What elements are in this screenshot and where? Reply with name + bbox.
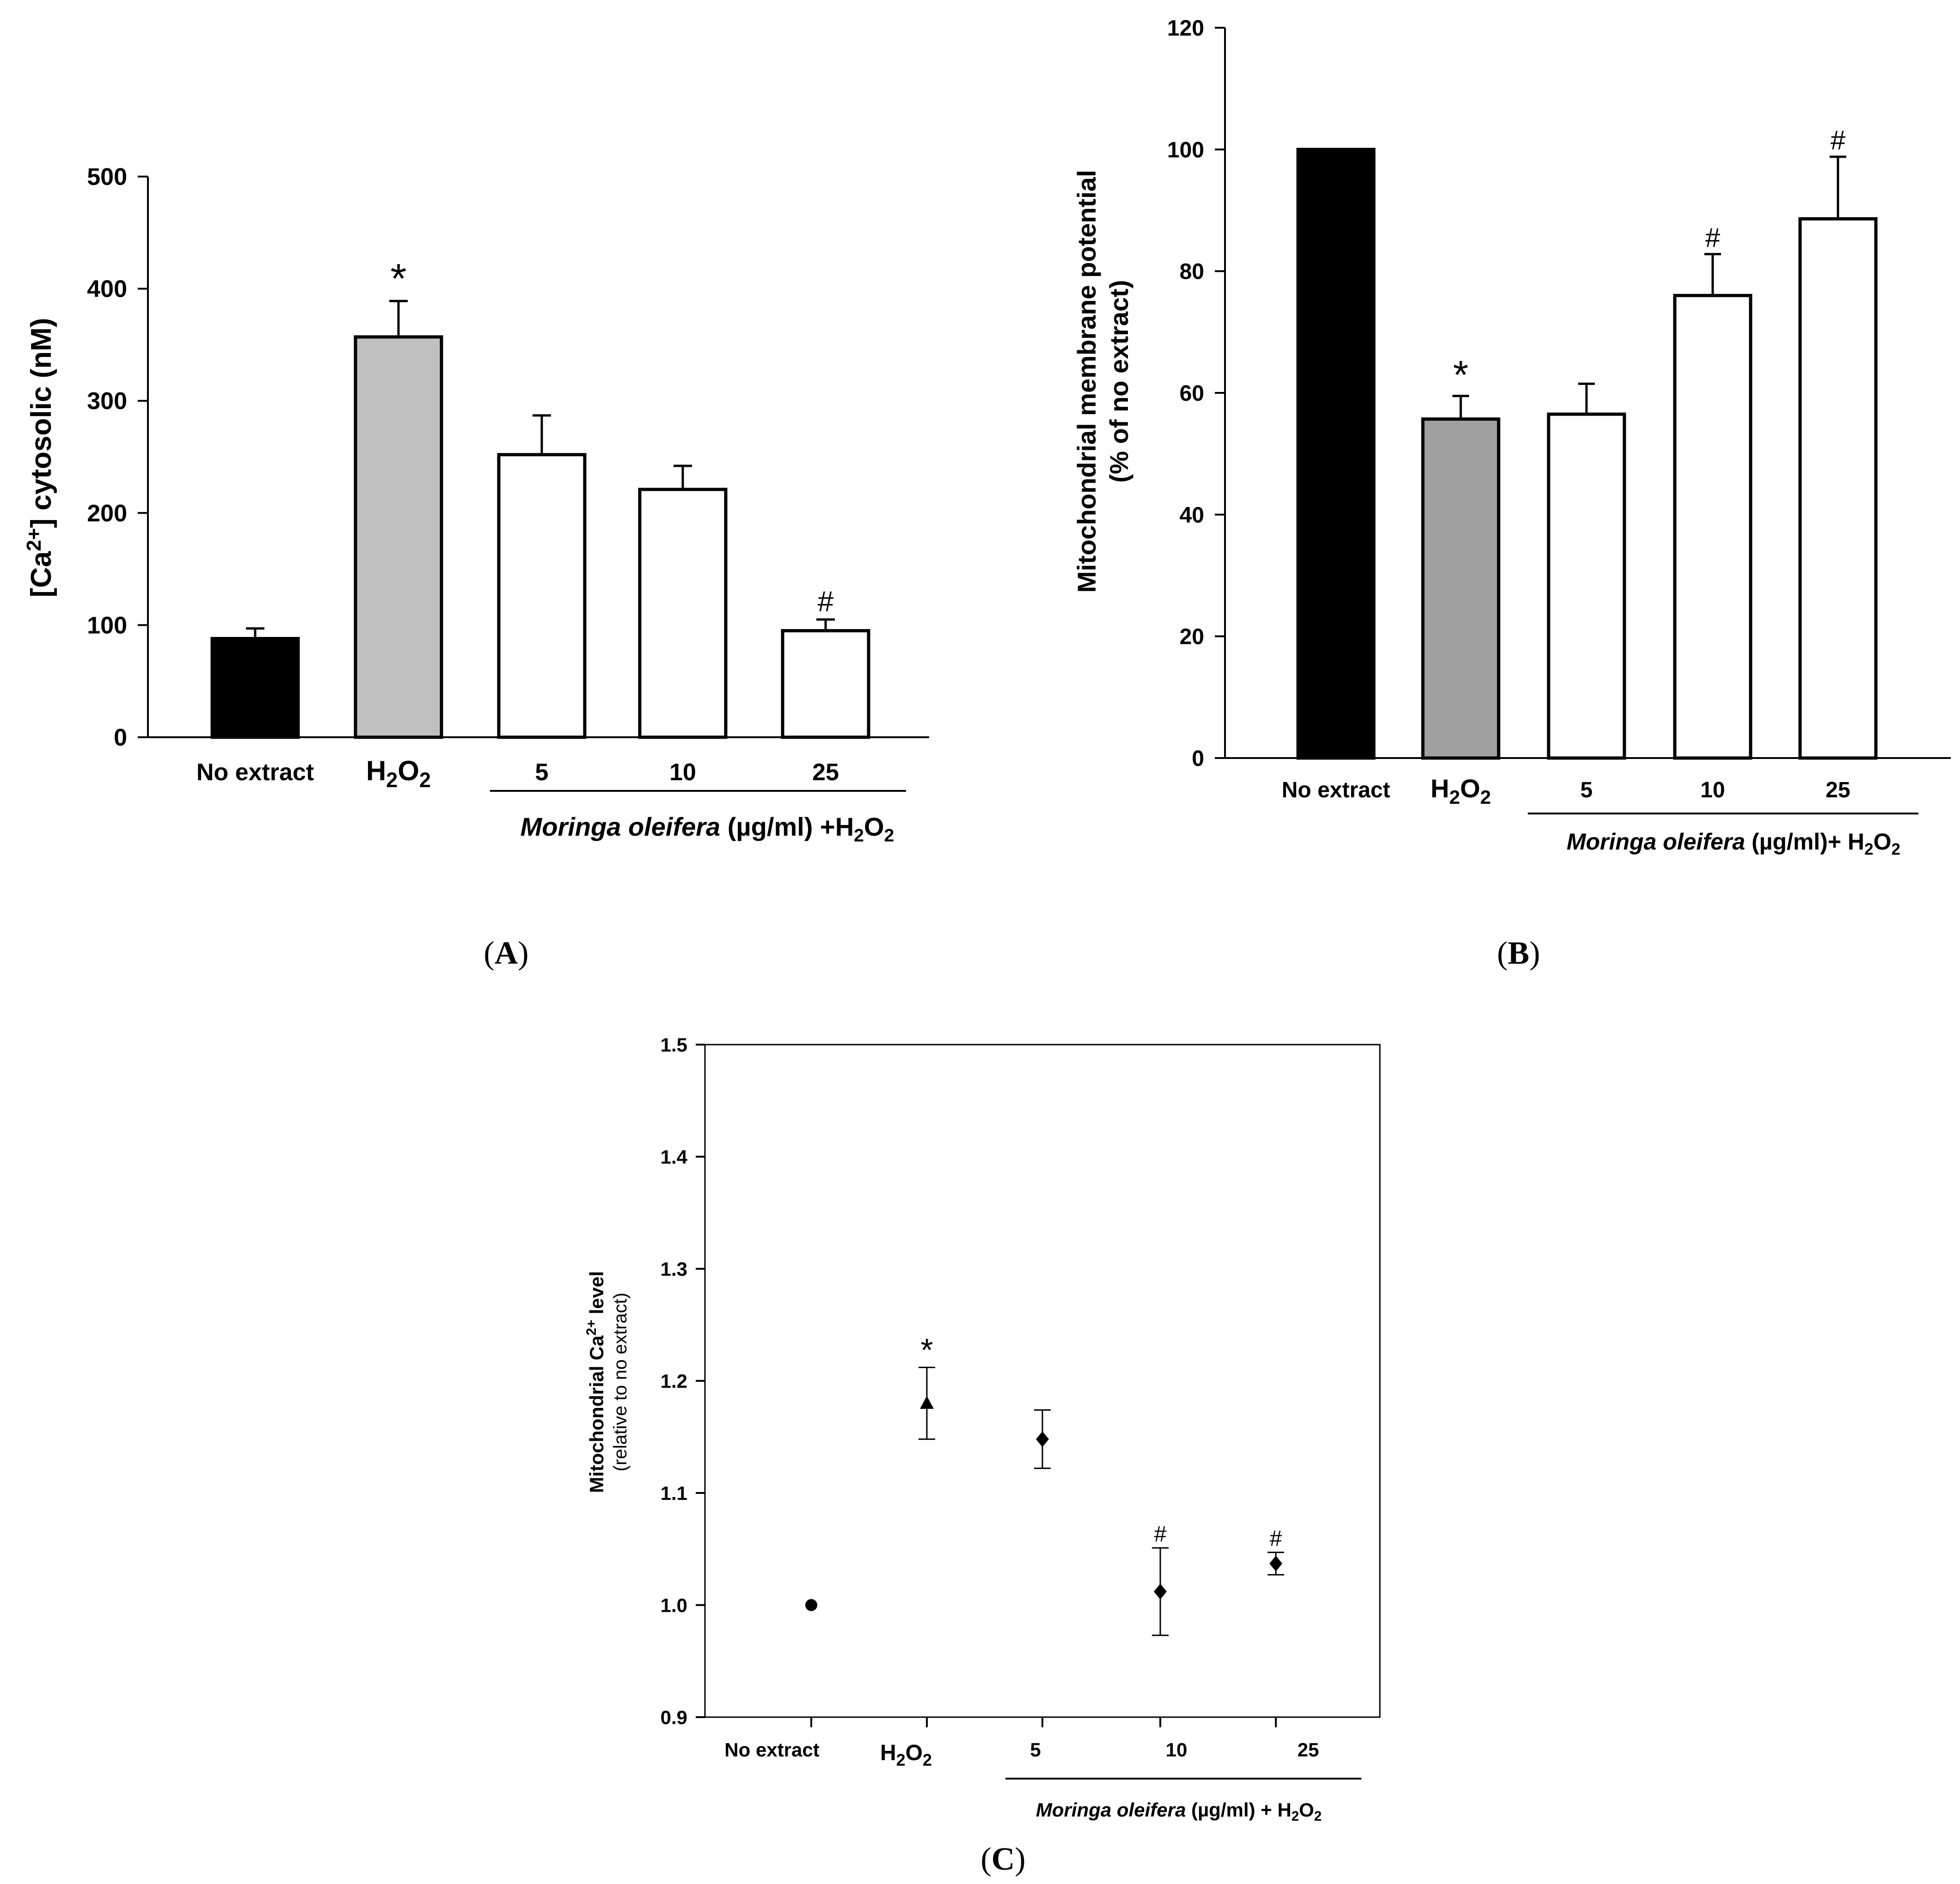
panel-b-chart: 0 20 40 60 80 100 120 Mitochondrial membrane po… <box>1072 16 1951 971</box>
y-tick-label: 400 <box>87 276 127 303</box>
y-tick-label: 1.3 <box>661 1258 687 1280</box>
y-axis-label-line2: (% of no extract) <box>1104 280 1133 483</box>
y-tick-label: 1.2 <box>661 1370 687 1392</box>
y-tick-label: 0 <box>1192 746 1204 771</box>
x-tick-label: 10 <box>1166 1739 1188 1761</box>
significance-mark: # <box>818 586 834 618</box>
group-label: Moringa oleifera (µg/ml) +H2O2 <box>521 812 894 845</box>
significance-mark: # <box>1831 125 1845 155</box>
x-tick-label: H2O2 <box>1431 774 1491 808</box>
y-axis-label: [Ca2+] cytosolic (nM) <box>23 318 57 598</box>
panel-label: (B) <box>1497 936 1540 971</box>
x-tick-label: 25 <box>1825 778 1850 802</box>
y-tick-label: 120 <box>1167 16 1204 41</box>
y-tick-label: 100 <box>1167 138 1204 162</box>
bar <box>638 488 728 739</box>
panel-label: (A) <box>484 936 528 971</box>
x-tick-label: 5 <box>1030 1739 1041 1761</box>
y-axis-label-line2: (relative to no extract) <box>610 1293 631 1472</box>
panel-a-chart: 0 100 200 300 400 500 [Ca2+] cytosolic (nM) No … <box>23 164 929 971</box>
significance-mark: # <box>1154 1522 1167 1547</box>
x-tick-label: H2O2 <box>366 755 431 792</box>
x-tick-label: 25 <box>1298 1739 1319 1761</box>
significance-mark: * <box>920 1332 933 1368</box>
x-tick-label: 10 <box>1700 778 1725 802</box>
y-tick-label: 300 <box>87 388 127 415</box>
group-label: Moringa oleifera (µg/ml) + H2O2 <box>1036 1799 1322 1824</box>
y-tick-label: 0 <box>114 724 127 751</box>
data-point <box>1036 1431 1049 1447</box>
y-tick-label: 60 <box>1180 381 1204 406</box>
y-tick-label: 1.1 <box>661 1482 687 1504</box>
bar <box>1798 217 1878 760</box>
y-axis-label: Mitochondrial Ca2+ level <box>584 1271 607 1493</box>
significance-mark: # <box>1705 223 1720 253</box>
y-tick-label: 1.5 <box>661 1034 687 1056</box>
x-tick-label: 5 <box>1580 778 1593 802</box>
data-point <box>1154 1584 1167 1600</box>
bar <box>781 629 870 739</box>
bar <box>210 637 300 739</box>
plot-frame <box>704 1044 1381 1718</box>
x-tick-label: 10 <box>669 759 696 786</box>
significance-mark: # <box>1270 1527 1282 1551</box>
y-tick-label: 20 <box>1180 625 1204 649</box>
x-tick-label: No extract <box>1282 778 1390 802</box>
bar <box>497 453 587 739</box>
bar <box>1673 294 1752 760</box>
x-tick-label: H2O2 <box>880 1741 932 1769</box>
data-point <box>920 1396 934 1409</box>
x-tick-label: No extract <box>196 759 314 786</box>
x-tick-label: 5 <box>535 759 549 786</box>
y-tick-label: 40 <box>1180 503 1204 527</box>
panel-c-chart: 0.9 1.0 1.1 1.2 1.3 1.4 1.5 Mitochondrial Ca2+ … <box>584 1034 1381 1877</box>
group-label: Moringa oleifera (µg/ml)+ H2O2 <box>1567 829 1900 858</box>
significance-mark: * <box>1453 353 1468 398</box>
data-point <box>805 1599 817 1611</box>
y-axis-label: Mitochondrial membrane potential <box>1072 170 1101 593</box>
bar <box>354 335 443 739</box>
significance-mark: * <box>390 256 406 302</box>
x-tick-label: No extract <box>724 1739 819 1761</box>
bar <box>1296 147 1376 760</box>
y-tick-label: 100 <box>87 612 127 639</box>
bar <box>1547 412 1626 760</box>
y-tick-label: 500 <box>87 164 127 190</box>
y-tick-label: 80 <box>1180 260 1204 284</box>
bar <box>1421 417 1501 760</box>
y-tick-label: 1.0 <box>661 1595 687 1616</box>
panel-label: (C) <box>980 1841 1025 1877</box>
data-point <box>1269 1555 1282 1572</box>
y-tick-label: 0.9 <box>661 1707 687 1728</box>
x-tick-label: 25 <box>812 759 839 786</box>
y-tick-label: 1.4 <box>661 1146 688 1168</box>
y-tick-label: 200 <box>87 500 127 527</box>
